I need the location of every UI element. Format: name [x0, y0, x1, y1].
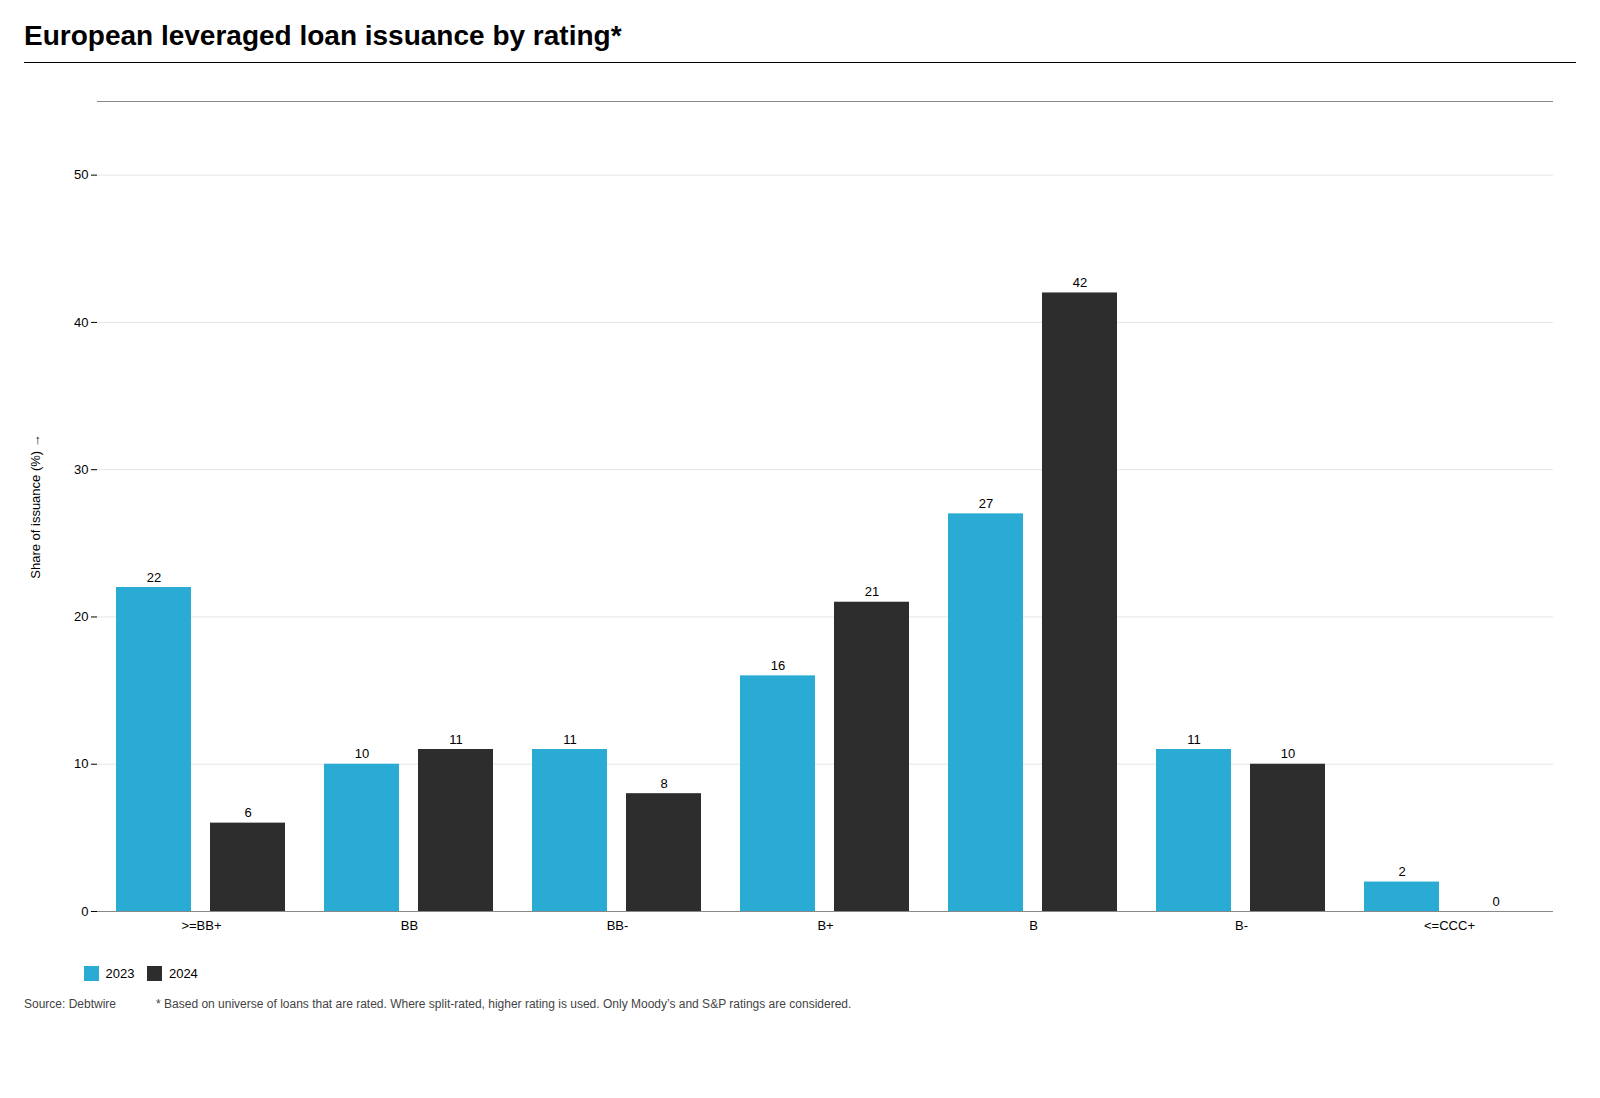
- svg-text:0: 0: [1492, 894, 1499, 909]
- svg-text:42: 42: [1073, 275, 1087, 290]
- svg-text:10: 10: [1281, 746, 1295, 761]
- svg-text:40: 40: [74, 315, 88, 330]
- svg-text:B: B: [1029, 918, 1038, 933]
- svg-text:BB: BB: [401, 918, 418, 933]
- svg-text:6: 6: [244, 805, 251, 820]
- svg-text:BB-: BB-: [607, 918, 629, 933]
- svg-text:22: 22: [147, 570, 161, 585]
- svg-text:16: 16: [771, 658, 785, 673]
- html-text:2023: 2023: [105, 966, 135, 981]
- svg-text:27: 27: [979, 496, 993, 511]
- svg-text:10: 10: [74, 756, 88, 771]
- svg-text:10: 10: [355, 746, 369, 761]
- html-text:European leveraged loan issuan: European leveraged loan issuance by rati…: [24, 20, 622, 51]
- svg-text:21: 21: [865, 584, 879, 599]
- svg-text:Share of issuance (%) →: Share of issuance (%) →: [28, 434, 43, 579]
- svg-text:11: 11: [563, 732, 577, 747]
- html-text:2024: 2024: [168, 966, 198, 981]
- svg-text:11: 11: [449, 732, 463, 747]
- html-text:* Based on universe of loans t: * Based on universe of loans that are ra…: [156, 996, 852, 1011]
- svg-text:2: 2: [1398, 864, 1405, 879]
- svg-text:50: 50: [74, 167, 88, 182]
- svg-text:8: 8: [660, 776, 667, 791]
- svg-text:0: 0: [81, 904, 88, 919]
- svg-text:<=CCC+: <=CCC+: [1424, 918, 1475, 933]
- html-text:Source: Debtwire: Source: Debtwire: [24, 996, 116, 1011]
- svg-text:B+: B+: [817, 918, 833, 933]
- svg-text:>=BB+: >=BB+: [181, 918, 221, 933]
- svg-text:11: 11: [1187, 732, 1201, 747]
- svg-text:30: 30: [74, 462, 88, 477]
- svg-text:20: 20: [74, 609, 88, 624]
- svg-text:B-: B-: [1235, 918, 1248, 933]
